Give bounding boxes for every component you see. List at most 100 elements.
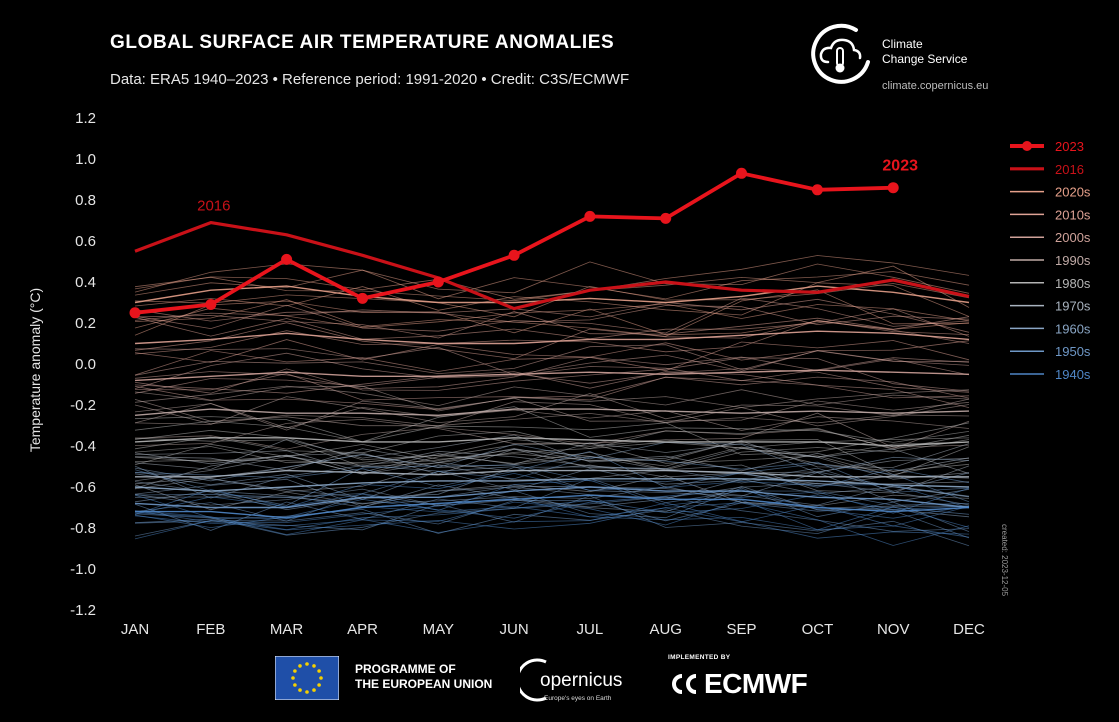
year-line-1950s — [134, 487, 970, 532]
legend-label-2023: 2023 — [1055, 139, 1084, 154]
legend-item-2010s: 2010s — [1010, 207, 1091, 222]
eu-star-icon — [305, 690, 309, 694]
year-line-2010s — [134, 308, 970, 340]
legend-label-2000s: 2000s — [1055, 230, 1091, 245]
c3s-name-line1: Climate — [882, 37, 923, 51]
y-tick-label: 0.2 — [75, 315, 96, 332]
year-line-1960s — [134, 441, 970, 482]
c3s-branding: Climate Change Service climate.copernicu… — [806, 18, 1016, 98]
temperature-anomaly-chart: 1.2 1.0 0.8 0.6 0.4 0.2 0.0 -0.2 -0.4 -0.6 -0.8 -1.… — [27, 110, 1091, 638]
year-line-1980s — [134, 438, 970, 476]
highlight-series-lines — [129, 167, 970, 319]
year-line-1980s — [134, 446, 970, 472]
legend-label-1980s: 1980s — [1055, 276, 1091, 291]
year-line-1940s — [134, 502, 970, 539]
legend-item-1960s: 1960s — [1010, 321, 1091, 336]
year-line-1990s — [134, 402, 970, 431]
year-line-1990s — [134, 399, 970, 427]
x-tick-label-jan: JAN — [121, 621, 149, 638]
x-tick-label-nov: NOV — [877, 621, 910, 638]
y-tick-label: -0.2 — [70, 397, 96, 414]
series-line-2000s — [134, 369, 970, 382]
y-tick-label: 1.0 — [75, 151, 96, 168]
legend-label-1950s: 1950s — [1055, 344, 1091, 359]
series-line-2016 — [134, 221, 970, 311]
copernicus-tagline: Europe's eyes on Earth — [544, 695, 612, 702]
series-line-1990s — [134, 408, 970, 417]
year-line-1990s — [134, 385, 970, 407]
x-tick-label-apr: APR — [347, 621, 378, 638]
year-line-2010s — [134, 340, 970, 376]
year-line-1990s — [134, 393, 970, 425]
year-line-1940s — [134, 499, 970, 538]
series-line-1980s — [134, 437, 970, 447]
eu-star-icon — [298, 664, 302, 668]
x-axis-ticks: JAN FEB MAR APR MAY JUN JUL AUG SEP OCT NOV DEC — [121, 621, 985, 638]
eu-star-icon — [312, 664, 316, 668]
year-line-1940s — [134, 472, 970, 515]
legend-item-1970s: 1970s — [1010, 299, 1091, 314]
year-line-1960s — [134, 485, 970, 518]
y-tick-label: -0.8 — [70, 520, 96, 537]
series-line-1960s — [134, 478, 970, 492]
eu-star-icon — [317, 683, 321, 687]
legend-marker-2023 — [1022, 141, 1032, 151]
y-tick-label: 1.2 — [75, 110, 96, 127]
x-tick-label-feb: FEB — [196, 621, 225, 638]
legend: 2023 2016 2020s 2010s 2000s 1990s 1980s 1970s 19… — [1010, 139, 1091, 382]
eu-star-icon — [291, 676, 295, 680]
point-2023-sep — [736, 167, 747, 179]
year-line-1980s — [134, 437, 970, 468]
legend-item-2023: 2023 — [1010, 139, 1084, 154]
ecmwf-logo: IMPLEMENTED BY ECMWF — [668, 654, 833, 706]
legend-label-2020s: 2020s — [1055, 185, 1091, 200]
x-tick-label-mar: MAR — [270, 621, 304, 638]
y-tick-label: -0.4 — [70, 438, 96, 455]
legend-label-1990s: 1990s — [1055, 253, 1091, 268]
x-tick-label-may: MAY — [423, 621, 454, 638]
point-2023-feb — [205, 299, 217, 310]
year-line-2010s — [134, 297, 970, 334]
annotations: 2016 2023 — [197, 158, 918, 215]
eu-star-icon — [317, 669, 321, 673]
year-line-2010s — [134, 298, 970, 333]
ecmwf-implemented-label: IMPLEMENTED BY — [668, 654, 731, 661]
annotation-2023: 2023 — [882, 158, 918, 175]
year-line-1950s — [134, 496, 970, 536]
y-tick-label: 0.4 — [75, 274, 96, 291]
year-line-1940s — [134, 489, 970, 529]
year-line-2010s — [134, 311, 970, 339]
eu-line2: THE EUROPEAN UNION — [355, 677, 493, 691]
y-tick-label: 0.6 — [75, 233, 96, 250]
year-line-1940s — [134, 502, 970, 546]
point-2023-jun — [508, 249, 520, 261]
legend-label-1970s: 1970s — [1055, 299, 1091, 314]
year-line-2020s — [134, 289, 970, 337]
eu-programme-label: PROGRAMME OF THE EUROPEAN UNION — [355, 662, 492, 692]
point-2023-jul — [584, 210, 596, 222]
copernicus-word: opernicus — [540, 670, 622, 691]
eu-star-icon — [293, 669, 297, 673]
legend-item-2000s: 2000s — [1010, 230, 1091, 245]
created-stamp-text: created: 2023-12-05 — [1000, 524, 1009, 597]
eu-star-icon — [298, 688, 302, 692]
year-line-1980s — [134, 429, 970, 461]
year-line-1990s — [134, 401, 970, 427]
x-tick-label-jun: JUN — [500, 621, 529, 638]
y-axis-ticks: 1.2 1.0 0.8 0.6 0.4 0.2 0.0 -0.2 -0.4 -0.6 -0.8 -1.… — [70, 110, 96, 619]
year-line-2020s — [134, 255, 970, 300]
year-line-1950s — [134, 450, 970, 503]
eu-line1: PROGRAMME OF — [355, 662, 456, 676]
legend-item-2016: 2016 — [1010, 162, 1084, 177]
x-tick-label-oct: OCT — [802, 621, 834, 638]
ecmwf-mark-icon — [672, 674, 697, 694]
point-2023-apr — [357, 292, 368, 304]
y-tick-label: -1.2 — [70, 602, 96, 619]
chart-subtitle: Data: ERA5 1940–2023 • Reference period:… — [110, 71, 630, 88]
series-line-1940s — [135, 494, 970, 519]
year-line-1970s — [134, 448, 970, 472]
year-line-2010s — [134, 320, 970, 360]
year-line-2000s — [134, 356, 970, 390]
legend-label-1960s: 1960s — [1055, 321, 1091, 336]
legend-item-1990s: 1990s — [1010, 253, 1091, 268]
